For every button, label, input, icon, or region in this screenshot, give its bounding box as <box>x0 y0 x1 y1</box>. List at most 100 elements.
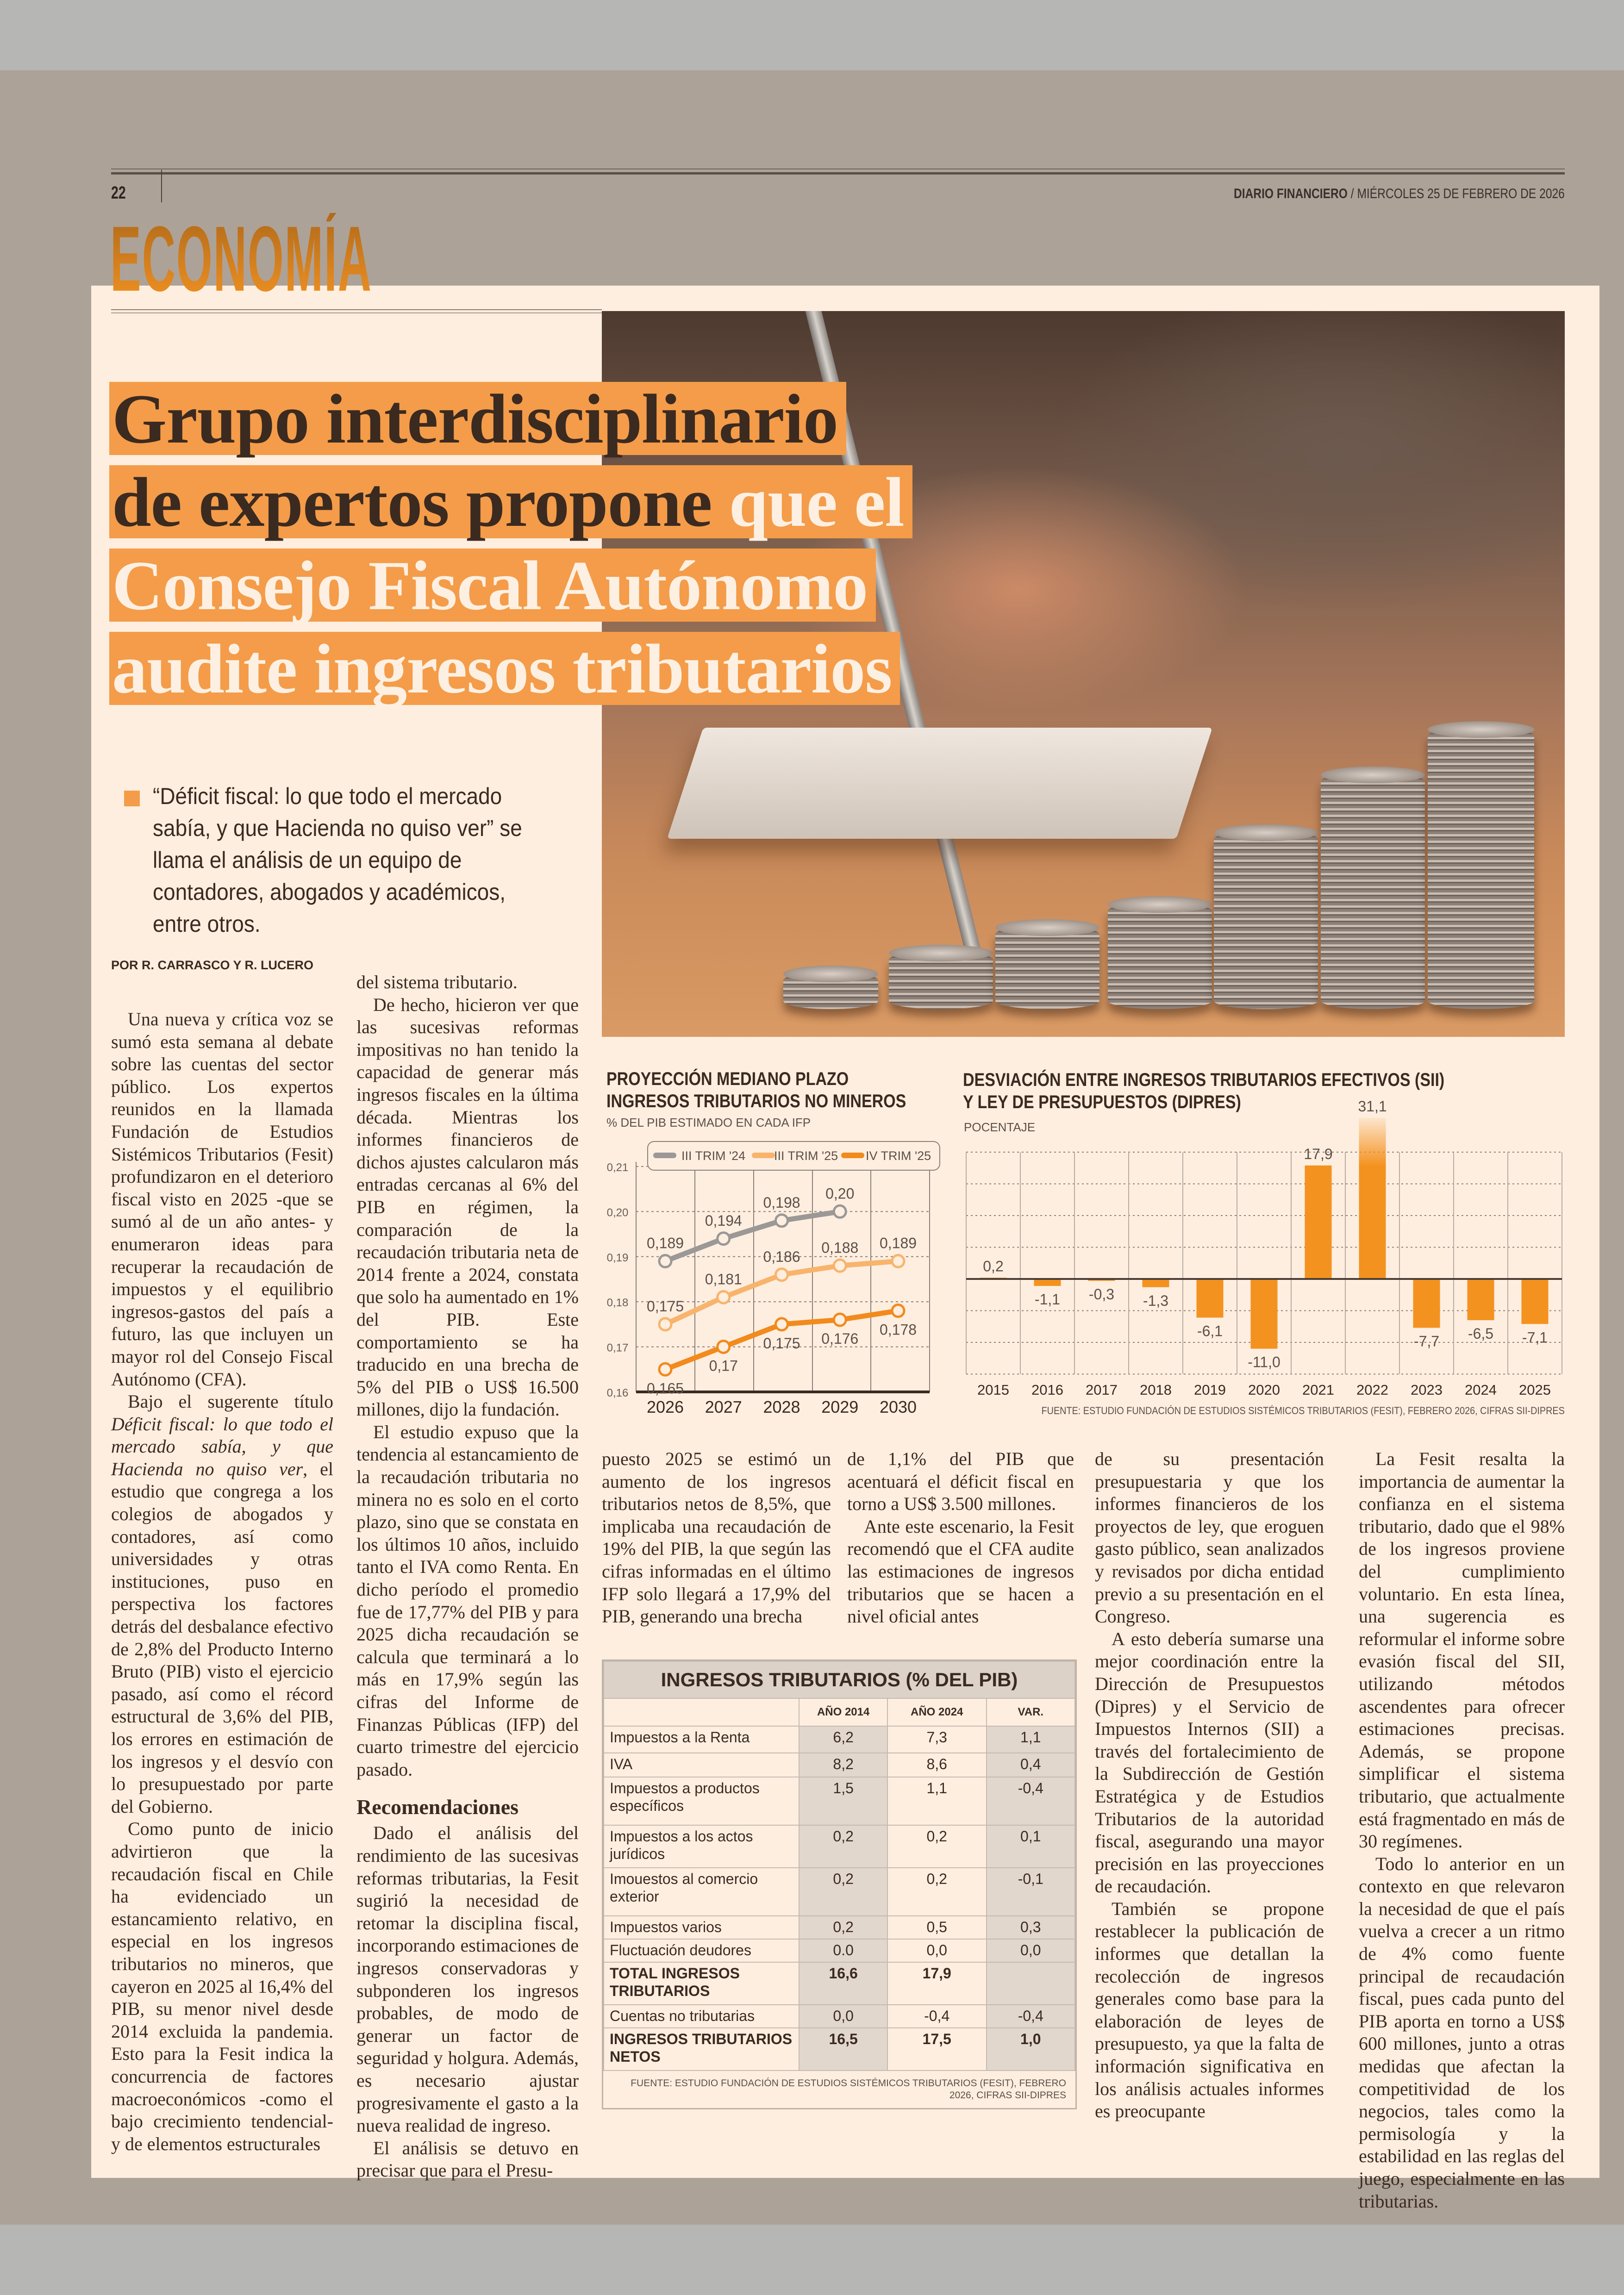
body-paragraph: Como punto de inicio advirtieron que la … <box>111 1818 333 2154</box>
x-tick-label: 2020 <box>1248 1382 1280 1398</box>
value-variation: -0,1 <box>986 1867 1076 1916</box>
bar <box>1413 1279 1440 1328</box>
data-point <box>716 1231 731 1246</box>
header-separator <box>161 170 162 202</box>
value-2014: 0,2 <box>799 1867 888 1916</box>
bar <box>1521 1279 1549 1324</box>
y-tick-label: 0,16 <box>607 1387 629 1399</box>
data-label: 31,1 <box>1358 1098 1387 1115</box>
body-paragraph: A esto debería sumarse una mejor coordin… <box>1095 1628 1324 1897</box>
bar <box>1359 1118 1386 1279</box>
headline-line-4: audite ingresos tributarios <box>109 632 900 706</box>
data-label: -11,0 <box>1248 1354 1280 1371</box>
value-2024: 0,5 <box>887 1915 987 1940</box>
value-2014: 0,0 <box>799 2004 888 2028</box>
data-label: -7,1 <box>1522 1329 1548 1346</box>
data-label: 0,175 <box>647 1298 684 1315</box>
body-paragraph: Ante este escenario, la Fesit recomendó … <box>847 1515 1074 1627</box>
text: Bajo el sugerente título <box>128 1391 333 1412</box>
bar-chart-title-1: DESVIACIÓN ENTRE INGRESOS TRIBUTARIOS EF… <box>963 1070 1445 1090</box>
data-label: 0,20 <box>825 1185 854 1202</box>
coin-stack <box>1321 767 1425 1009</box>
body-paragraph: Una nueva y crítica voz se sumó esta sem… <box>111 1009 333 1390</box>
headline-text-highlight: que el <box>729 463 905 541</box>
value-variation: 1,0 <box>986 2027 1076 2071</box>
data-label: 0,188 <box>821 1239 858 1256</box>
data-label: 0,165 <box>647 1380 684 1397</box>
row-label: IVA <box>603 1752 800 1777</box>
x-tick-label: 2024 <box>1465 1382 1497 1398</box>
value-2024: 17,9 <box>887 1962 987 2005</box>
body-column-6: La Fesit resalta la importancia de aumen… <box>1359 1448 1565 2213</box>
body-paragraph: También se propone restablecer la public… <box>1095 1898 1324 2122</box>
line-chart-title-1: PROYECCIÓN MEDIANO PLAZO <box>606 1069 849 1089</box>
body-column-5: de su presentación presupuestaria y que … <box>1095 1448 1324 2123</box>
table-row: Impuestos varios 0,2 0,5 0,3 <box>603 1915 1076 1940</box>
series-line <box>664 1209 841 1264</box>
tax-revenue-table-box: INGRESOS TRIBUTARIOS (% DEL PIB) AÑO 201… <box>602 1659 1077 2109</box>
masthead: DIARIO FINANCIERO / MIÉRCOLES 25 DE FEBR… <box>1234 186 1565 202</box>
coin-stack <box>783 966 878 1009</box>
body-column-3: puesto 2025 se estimó un aumento de los … <box>602 1448 831 1628</box>
row-label: Impuestos a productos específicos <box>603 1777 800 1826</box>
body-paragraph: Dado el análisis del rendimiento de las … <box>356 1822 579 2136</box>
value-variation: 0,1 <box>986 1825 1076 1868</box>
bar <box>1142 1279 1169 1287</box>
data-point <box>891 1303 906 1318</box>
body-column-2: del sistema tributario. De hecho, hicier… <box>356 971 579 2182</box>
issue-date: / MIÉRCOLES 25 DE FEBRERO DE 2026 <box>1348 186 1565 201</box>
value-variation: -0,4 <box>986 2004 1076 2028</box>
data-label: 0,176 <box>821 1330 858 1347</box>
coin-stack <box>1108 896 1212 1009</box>
line-chart-subtitle: % DEL PIB ESTIMADO EN CADA IFP <box>606 1116 811 1129</box>
body-paragraph: Bajo el sugerente título Déficit fiscal:… <box>111 1391 333 1818</box>
value-2014: 0.0 <box>799 1939 888 1963</box>
headline-text: de expertos propone <box>112 463 729 541</box>
data-label: 0,178 <box>880 1322 917 1338</box>
byline: POR R. CARRASCO Y R. LUCERO <box>111 958 314 972</box>
bar-chart-source: FUENTE: ESTUDIO FUNDACIÓN DE ESTUDIOS SI… <box>1041 1405 1565 1416</box>
y-tick-label: 0,20 <box>607 1206 629 1219</box>
bar-chart: 0,2 2015 -1,1 2016 -0,3 2017 -1,3 2018 -6,1 2019 -… <box>966 1098 1562 1398</box>
body-paragraph: Todo lo anterior en un contexto en que r… <box>1359 1853 1565 2212</box>
value-variation: 0,0 <box>986 1939 1076 1963</box>
line-chart-title-2: INGRESOS TRIBUTARIOS NO MINEROS <box>606 1091 906 1111</box>
coin-stack <box>995 919 1099 1009</box>
headline-text-highlight: Consejo Fiscal Autónomo <box>112 547 868 624</box>
data-label: -1,3 <box>1143 1292 1168 1309</box>
data-label: 0,198 <box>763 1194 800 1211</box>
row-label: Imouestos al comercio exterior <box>603 1867 800 1916</box>
legend-label: III TRIM '25 <box>774 1149 838 1163</box>
value-2014: 16,5 <box>799 2027 888 2071</box>
bar <box>1034 1279 1061 1286</box>
section-title: ECONOMÍA <box>110 207 372 311</box>
x-tick-label: 2019 <box>1194 1382 1226 1398</box>
coin-stack <box>889 945 993 1009</box>
body-paragraph: De hecho, hicieron ver que las sucesivas… <box>356 994 579 1420</box>
page-number: 22 <box>111 183 126 203</box>
body-paragraph: de 1,1% del PIB que acentuará el déficit… <box>847 1448 1074 1515</box>
value-2024: 17,5 <box>887 2027 987 2071</box>
data-point <box>891 1254 906 1269</box>
x-tick-label: 2018 <box>1140 1382 1172 1398</box>
legend-label: IV TRIM '25 <box>866 1149 931 1163</box>
headline-text: Grupo interdisciplinario <box>112 380 838 458</box>
notebook-image <box>667 728 1212 839</box>
data-point <box>716 1290 731 1304</box>
data-label: -6,1 <box>1197 1323 1223 1340</box>
bar-chart-ylabel: POCENTAJE <box>964 1120 1036 1134</box>
header-rule <box>111 168 1565 175</box>
row-label: TOTAL INGRESOS TRIBUTARIOS <box>603 1962 800 2005</box>
table-row: Impuestos a los actos jurídicos 0,2 0,2 0,1 <box>603 1825 1076 1868</box>
data-label: 0,2 <box>983 1258 1003 1274</box>
coin-stack <box>1214 824 1318 1009</box>
data-point <box>658 1362 673 1377</box>
bar <box>1196 1279 1224 1318</box>
value-2024: 0,2 <box>887 1867 987 1916</box>
table-row: Fluctuación deudores 0.0 0,0 0,0 <box>603 1939 1076 1963</box>
legend-label: III TRIM '24 <box>681 1149 745 1163</box>
y-tick-label: 0,18 <box>607 1297 629 1309</box>
body-paragraph: El estudio expuso que la tendencia al es… <box>356 1421 579 1780</box>
data-label: -6,5 <box>1468 1325 1493 1342</box>
value-variation: 0,3 <box>986 1915 1076 1940</box>
